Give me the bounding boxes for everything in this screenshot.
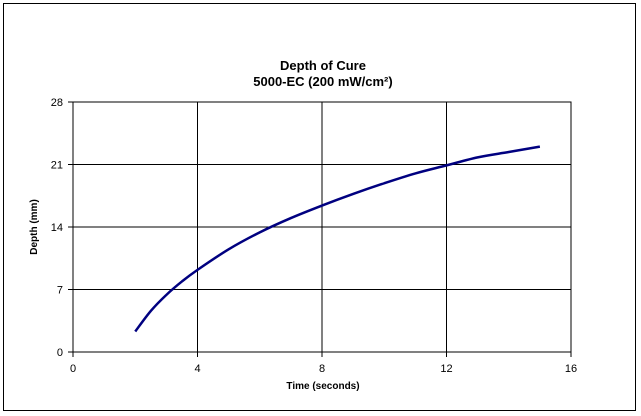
series-line [134, 145, 541, 333]
x-tick-label: 12 [440, 363, 452, 375]
y-tick-label: 7 [57, 285, 63, 297]
x-tick-label: 16 [565, 363, 577, 375]
y-tick-label: 14 [51, 222, 63, 234]
x-tick-label: 8 [319, 363, 325, 375]
chart-title: Depth of Cure [280, 58, 366, 73]
x-tick-labels: 0 4 8 12 16 [70, 352, 577, 375]
x-axis-label: Time (seconds) [286, 381, 359, 392]
y-tick-labels: 0 7 14 21 28 [51, 97, 73, 359]
x-tick-label: 0 [70, 363, 76, 375]
y-tick-label: 0 [57, 347, 63, 359]
x-tick-label: 4 [194, 363, 200, 375]
y-axis-label: Depth (mm) [29, 199, 40, 255]
y-tick-label: 21 [51, 160, 63, 172]
gridlines [73, 102, 571, 352]
chart-subtitle: 5000-EC (200 mW/cm²) [253, 74, 392, 89]
y-tick-label: 28 [51, 97, 63, 109]
series-layer [134, 145, 541, 333]
